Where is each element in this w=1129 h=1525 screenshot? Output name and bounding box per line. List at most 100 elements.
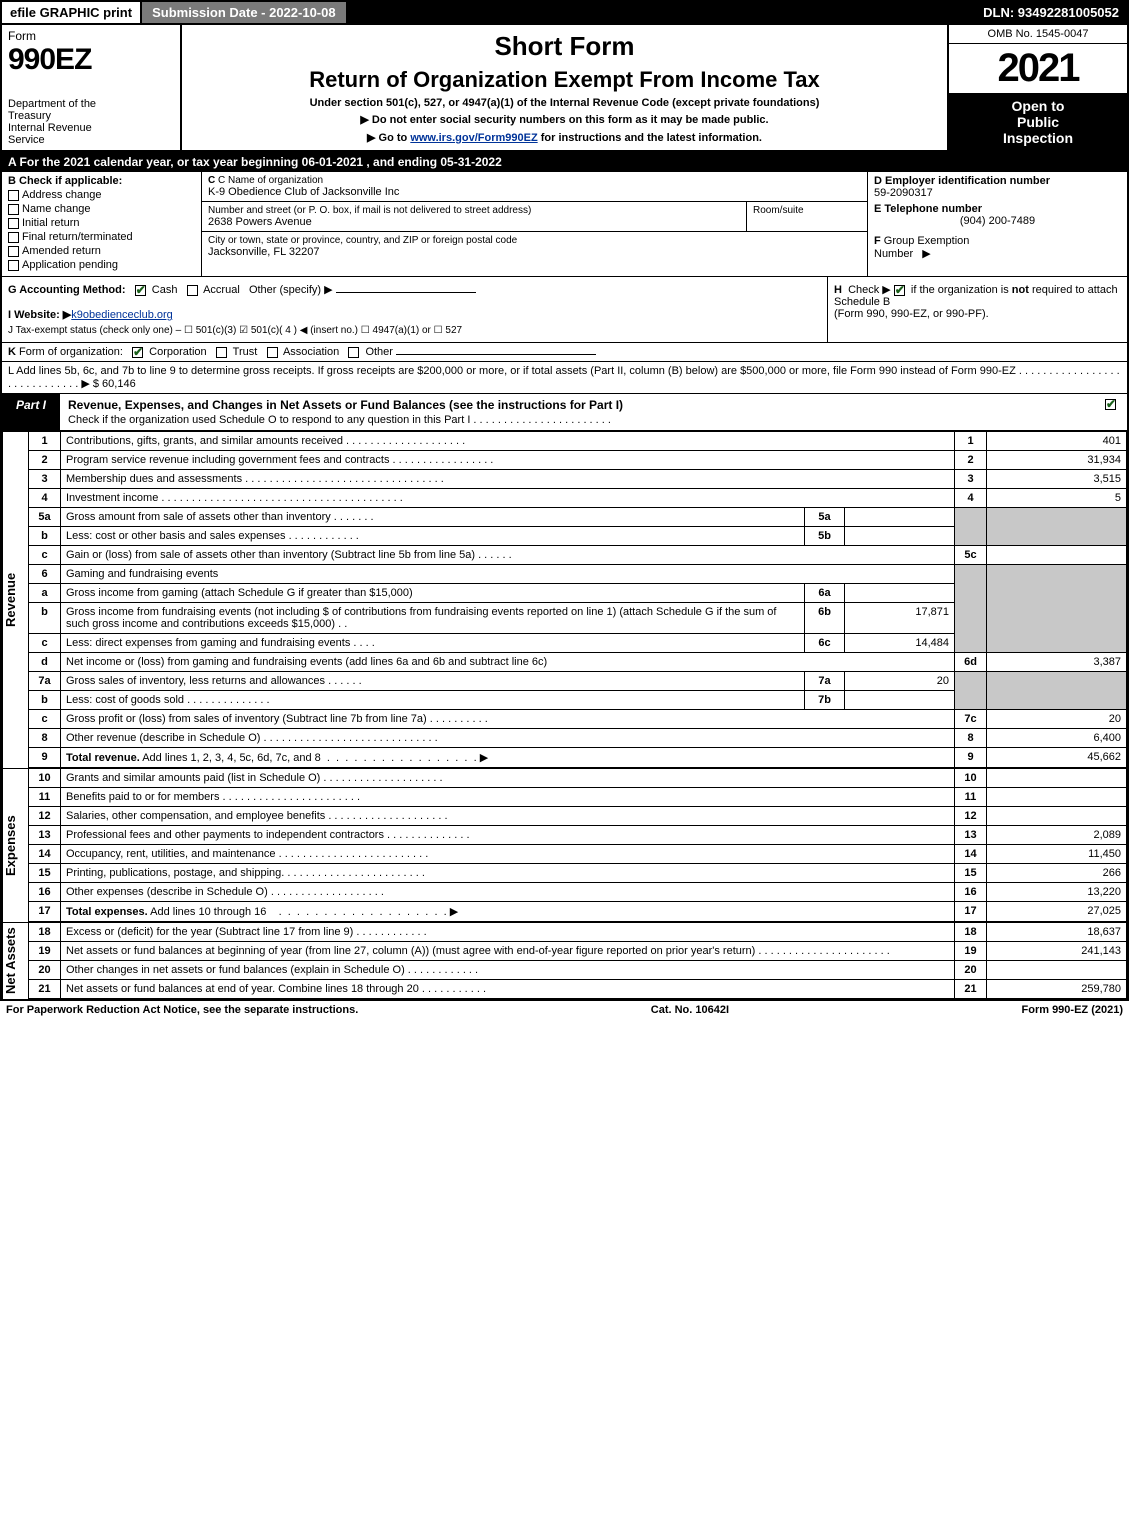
- c-name-label: C C Name of organization: [208, 175, 861, 186]
- check-assoc[interactable]: [267, 347, 278, 358]
- street-label: Number and street (or P. O. box, if mail…: [208, 205, 740, 216]
- footer: For Paperwork Reduction Act Notice, see …: [0, 1001, 1129, 1019]
- c-city: City or town, state or province, country…: [202, 232, 867, 261]
- footer-right: Form 990-EZ (2021): [1022, 1004, 1124, 1016]
- return-title: Return of Organization Exempt From Incom…: [190, 67, 939, 93]
- line-10: 10Grants and similar amounts paid (list …: [29, 769, 1127, 788]
- tax-exempt-status: J Tax-exempt status (check only one) ‒ ☐…: [8, 325, 821, 336]
- line-14: 14Occupancy, rent, utilities, and mainte…: [29, 845, 1127, 864]
- short-form-title: Short Form: [190, 31, 939, 62]
- ein-value: 59-2090317: [874, 187, 1121, 199]
- check-final-return[interactable]: Final return/terminated: [8, 231, 195, 243]
- line-12: 12Salaries, other compensation, and empl…: [29, 807, 1127, 826]
- header-left: Form 990EZ Department of theTreasuryInte…: [2, 25, 182, 150]
- revenue-table: 1Contributions, gifts, grants, and simil…: [28, 431, 1127, 768]
- topbar-left: efile GRAPHIC print Submission Date - 20…: [2, 2, 348, 23]
- city-value: Jacksonville, FL 32207: [208, 246, 861, 258]
- submission-date: Submission Date - 2022-10-08: [142, 2, 348, 23]
- check-amended-return[interactable]: Amended return: [8, 245, 195, 257]
- city-label: City or town, state or province, country…: [208, 235, 861, 246]
- row-l-value: $ 60,146: [93, 378, 136, 390]
- footer-mid: Cat. No. 10642I: [651, 1004, 729, 1016]
- col-h: H Check ▶ if the organization is not req…: [827, 277, 1127, 342]
- c-name: C C Name of organization K-9 Obedience C…: [202, 172, 867, 202]
- line-7a: 7aGross sales of inventory, less returns…: [29, 672, 1127, 691]
- check-corp[interactable]: [132, 347, 143, 358]
- tax-year: 2021: [949, 44, 1127, 94]
- revenue-label: Revenue: [2, 431, 28, 768]
- department: Department of theTreasuryInternal Revenu…: [8, 98, 174, 146]
- row-l: L Add lines 5b, 6c, and 7b to line 9 to …: [2, 362, 1127, 394]
- line-16: 16Other expenses (describe in Schedule O…: [29, 883, 1127, 902]
- line-2: 2Program service revenue including gover…: [29, 451, 1127, 470]
- line-4: 4Investment income . . . . . . . . . . .…: [29, 489, 1127, 508]
- dln: DLN: 93492281005052: [975, 2, 1127, 23]
- line-11: 11Benefits paid to or for members . . . …: [29, 788, 1127, 807]
- top-bar: efile GRAPHIC print Submission Date - 20…: [0, 0, 1129, 25]
- row-gh: G Accounting Method: Cash Accrual Other …: [2, 277, 1127, 343]
- line-21: 21Net assets or fund balances at end of …: [29, 980, 1127, 999]
- ein-label: D Employer identification number: [874, 175, 1121, 187]
- form-container: Form 990EZ Department of theTreasuryInte…: [0, 25, 1129, 1001]
- expenses-label: Expenses: [2, 768, 28, 922]
- line-5c: cGain or (loss) from sale of assets othe…: [29, 546, 1127, 565]
- room-suite: Room/suite: [747, 202, 867, 231]
- header-row: Form 990EZ Department of theTreasuryInte…: [2, 25, 1127, 152]
- line-5a: 5aGross amount from sale of assets other…: [29, 508, 1127, 527]
- phone-label: E Telephone number: [874, 203, 1121, 215]
- net-assets-label: Net Assets: [2, 922, 28, 999]
- goto-link[interactable]: ▶ Go to www.irs.gov/Form990EZ for instru…: [190, 131, 939, 144]
- check-name-change[interactable]: Name change: [8, 203, 195, 215]
- net-assets-section: Net Assets 18Excess or (deficit) for the…: [2, 922, 1127, 999]
- omb-number: OMB No. 1545-0047: [949, 25, 1127, 44]
- col-c: C C Name of organization K-9 Obedience C…: [202, 172, 867, 276]
- revenue-section: Revenue 1Contributions, gifts, grants, a…: [2, 431, 1127, 768]
- part1-header: Part I Revenue, Expenses, and Changes in…: [2, 394, 1127, 431]
- header-mid: Short Form Return of Organization Exempt…: [182, 25, 947, 150]
- check-trust[interactable]: [216, 347, 227, 358]
- website-link[interactable]: k9obedienceclub.org: [71, 309, 173, 321]
- part1-check-line: Check if the organization used Schedule …: [68, 414, 611, 426]
- street-value: 2638 Powers Avenue: [208, 216, 740, 228]
- check-other-org[interactable]: [348, 347, 359, 358]
- check-address-change[interactable]: Address change: [8, 189, 195, 201]
- net-assets-table: 18Excess or (deficit) for the year (Subt…: [28, 922, 1127, 999]
- part1-checkbox[interactable]: [1097, 394, 1127, 430]
- group-exemption: F Group ExemptionNumber ▶: [874, 235, 1121, 260]
- expenses-table: 10Grants and similar amounts paid (list …: [28, 768, 1127, 922]
- line-19: 19Net assets or fund balances at beginni…: [29, 942, 1127, 961]
- form-number: 990EZ: [8, 43, 174, 77]
- open-inspection: Open toPublicInspection: [949, 94, 1127, 150]
- part1-title: Revenue, Expenses, and Changes in Net As…: [60, 394, 1097, 430]
- b-label: B Check if applicable:: [8, 175, 195, 187]
- c-street: Number and street (or P. O. box, if mail…: [202, 202, 867, 232]
- line-6d: dNet income or (loss) from gaming and fu…: [29, 653, 1127, 672]
- line-20: 20Other changes in net assets or fund ba…: [29, 961, 1127, 980]
- check-schedule-b[interactable]: [894, 285, 905, 296]
- line-18: 18Excess or (deficit) for the year (Subt…: [29, 923, 1127, 942]
- line-13: 13Professional fees and other payments t…: [29, 826, 1127, 845]
- section-bcd: B Check if applicable: Address change Na…: [2, 172, 1127, 277]
- check-accrual[interactable]: [187, 285, 198, 296]
- check-initial-return[interactable]: Initial return: [8, 217, 195, 229]
- line-9: 9Total revenue. Add lines 1, 2, 3, 4, 5c…: [29, 748, 1127, 768]
- expenses-section: Expenses 10Grants and similar amounts pa…: [2, 768, 1127, 922]
- row-k: K Form of organization: Corporation Trus…: [2, 343, 1127, 362]
- line-15: 15Printing, publications, postage, and s…: [29, 864, 1127, 883]
- line-8: 8Other revenue (describe in Schedule O) …: [29, 729, 1127, 748]
- col-d: D Employer identification number 59-2090…: [867, 172, 1127, 276]
- col-b: B Check if applicable: Address change Na…: [2, 172, 202, 276]
- check-application-pending[interactable]: Application pending: [8, 259, 195, 271]
- part1-tab: Part I: [2, 394, 60, 430]
- no-ssn: ▶ Do not enter social security numbers o…: [190, 113, 939, 126]
- row-a: A For the 2021 calendar year, or tax yea…: [2, 152, 1127, 172]
- check-cash[interactable]: [135, 285, 146, 296]
- under-section: Under section 501(c), 527, or 4947(a)(1)…: [190, 97, 939, 109]
- line-17: 17Total expenses. Add lines 10 through 1…: [29, 902, 1127, 922]
- line-7c: cGross profit or (loss) from sales of in…: [29, 710, 1127, 729]
- website-row: I Website: ▶k9obedienceclub.org: [8, 308, 821, 321]
- line-6: 6Gaming and fundraising events: [29, 565, 1127, 584]
- line-1: 1Contributions, gifts, grants, and simil…: [29, 432, 1127, 451]
- irs-link[interactable]: www.irs.gov/Form990EZ: [410, 132, 537, 144]
- efile-graphic-print[interactable]: efile GRAPHIC print: [2, 2, 142, 23]
